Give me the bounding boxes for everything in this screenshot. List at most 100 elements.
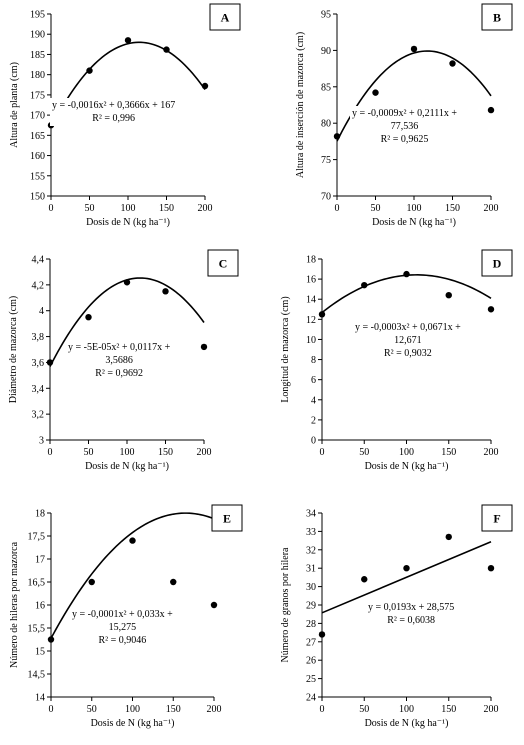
data-point	[318, 631, 326, 638]
data-point	[124, 37, 132, 44]
panel-letter: C	[219, 257, 228, 271]
y-tick-label: 15	[35, 647, 45, 658]
x-tick-label: 100	[125, 704, 140, 715]
y-tick-label: 15,5	[28, 624, 46, 635]
panel-letter-box	[209, 3, 241, 31]
y-axis-label: Número de hileras por mazorca	[9, 541, 20, 668]
data-point	[372, 89, 379, 96]
y-tick-label: 150	[30, 192, 45, 203]
y-tick-label: 195	[30, 10, 45, 21]
data-point	[361, 576, 368, 583]
equation-line: y = -0,0009x² + 0,2111x +	[352, 108, 457, 119]
data-point	[129, 537, 136, 544]
data-point	[123, 279, 131, 286]
x-tick-label: 0	[335, 203, 340, 214]
x-tick-label: 100	[121, 203, 136, 214]
x-tick-label: 150	[159, 203, 174, 214]
x-tick-label: 150	[441, 447, 456, 458]
equation-line: 3,5686	[105, 355, 133, 366]
y-tick-label: 18	[306, 255, 316, 266]
y-tick-label: 33	[306, 527, 316, 538]
y-tick-label: 14,5	[28, 670, 46, 681]
y-tick-label: 32	[306, 545, 316, 556]
chart-panel-e: 14 14,5 15 15,5 16 16,5 17 17,5 18 0 50 100 150 200 Do…	[9, 504, 243, 729]
y-axis-label: Número de granos por hilera	[280, 547, 291, 663]
y-axis-label: Longitud de mazorca (cm)	[280, 296, 291, 402]
y-tick-label: 4,4	[32, 255, 45, 266]
equation-line: R² = 0,9692	[95, 368, 143, 379]
equation-background	[70, 607, 175, 648]
x-tick-label: 200	[484, 704, 499, 715]
data-point	[487, 565, 495, 572]
x-tick-label: 200	[484, 203, 499, 214]
y-tick-label: 85	[321, 82, 331, 93]
equation-line: 77,536	[391, 121, 419, 132]
equation-label: y = -5E-05x² + 0,0117x + 3,5686 R² = 0,969…	[66, 340, 173, 381]
data-point	[445, 533, 452, 541]
data-point	[361, 281, 368, 289]
panel-letter-box	[211, 504, 243, 532]
data-point	[200, 343, 208, 351]
equation-line: R² = 0,996	[92, 113, 135, 124]
data-point	[445, 292, 452, 299]
y-tick-label: 29	[306, 601, 316, 612]
trend-line	[336, 50, 492, 142]
trend-line	[321, 274, 492, 314]
x-tick-label: 50	[371, 203, 381, 214]
x-tick-label: 200	[207, 704, 222, 715]
x-tick-label: 100	[120, 447, 135, 458]
x-tick-label: 200	[198, 203, 213, 214]
y-tick-label: 16	[306, 275, 316, 286]
y-tick-label: 27	[306, 637, 316, 648]
y-tick-label: 155	[30, 171, 45, 182]
x-tick-label: 0	[320, 704, 325, 715]
y-tick-label: 95	[321, 10, 331, 21]
y-tick-label: 14	[35, 693, 45, 704]
y-tick-label: 26	[306, 656, 316, 667]
x-tick-label: 150	[441, 704, 456, 715]
y-tick-label: 28	[306, 619, 316, 630]
panel-letter-box	[481, 504, 513, 532]
y-tick-label: 4	[39, 306, 44, 317]
trend-line	[50, 512, 215, 639]
equation-line: y = -0,0016x² + 0,3666x + 167	[52, 100, 175, 111]
y-tick-label: 17,5	[28, 532, 46, 543]
chart-panel-b: 70 75 80 85 90 95 0 50 100 150 200 Dosis de N (kg h…	[295, 3, 513, 228]
equation-background	[66, 340, 173, 381]
equation-line: y = 0,0193x + 28,575	[368, 602, 454, 613]
x-tick-label: 50	[84, 447, 94, 458]
equation-background	[366, 600, 457, 628]
x-tick-label: 50	[85, 203, 95, 214]
data-point	[85, 313, 92, 321]
y-tick-label: 17	[35, 555, 45, 566]
y-tick-label: 16	[35, 601, 45, 612]
y-tick-label: 165	[30, 131, 45, 142]
y-tick-label: 4,2	[32, 280, 45, 291]
equation-line: R² = 0,6038	[387, 615, 435, 626]
equation-line: 12,671	[394, 335, 422, 346]
y-tick-label: 160	[30, 151, 45, 162]
equation-label: y = -0,0016x² + 0,3666x + 167 R² = 0,996	[50, 98, 178, 126]
data-point	[170, 578, 177, 586]
equation-line: 15,275	[109, 622, 137, 633]
y-tick-label: 31	[306, 564, 316, 575]
y-tick-label: 180	[30, 70, 45, 81]
x-axis-label: Dosis de N (kg ha⁻¹)	[365, 461, 449, 472]
y-tick-label: 8	[311, 355, 316, 366]
x-tick-label: 100	[399, 704, 414, 715]
x-tick-label: 50	[359, 704, 369, 715]
panel-letter: E	[223, 512, 231, 526]
y-tick-label: 175	[30, 90, 45, 101]
trend-line	[321, 541, 492, 614]
panel-letter-box	[481, 249, 513, 277]
y-tick-label: 75	[321, 155, 331, 166]
panel-letter: F	[493, 512, 500, 526]
data-point	[449, 60, 456, 67]
y-tick-label: 70	[321, 192, 331, 203]
data-point	[487, 306, 495, 313]
y-tick-label: 3	[39, 436, 44, 447]
x-tick-label: 50	[87, 704, 97, 715]
data-point	[201, 82, 209, 90]
equation-label: y = -0,0009x² + 0,2111x + 77,536 R² = 0,96…	[350, 106, 460, 147]
